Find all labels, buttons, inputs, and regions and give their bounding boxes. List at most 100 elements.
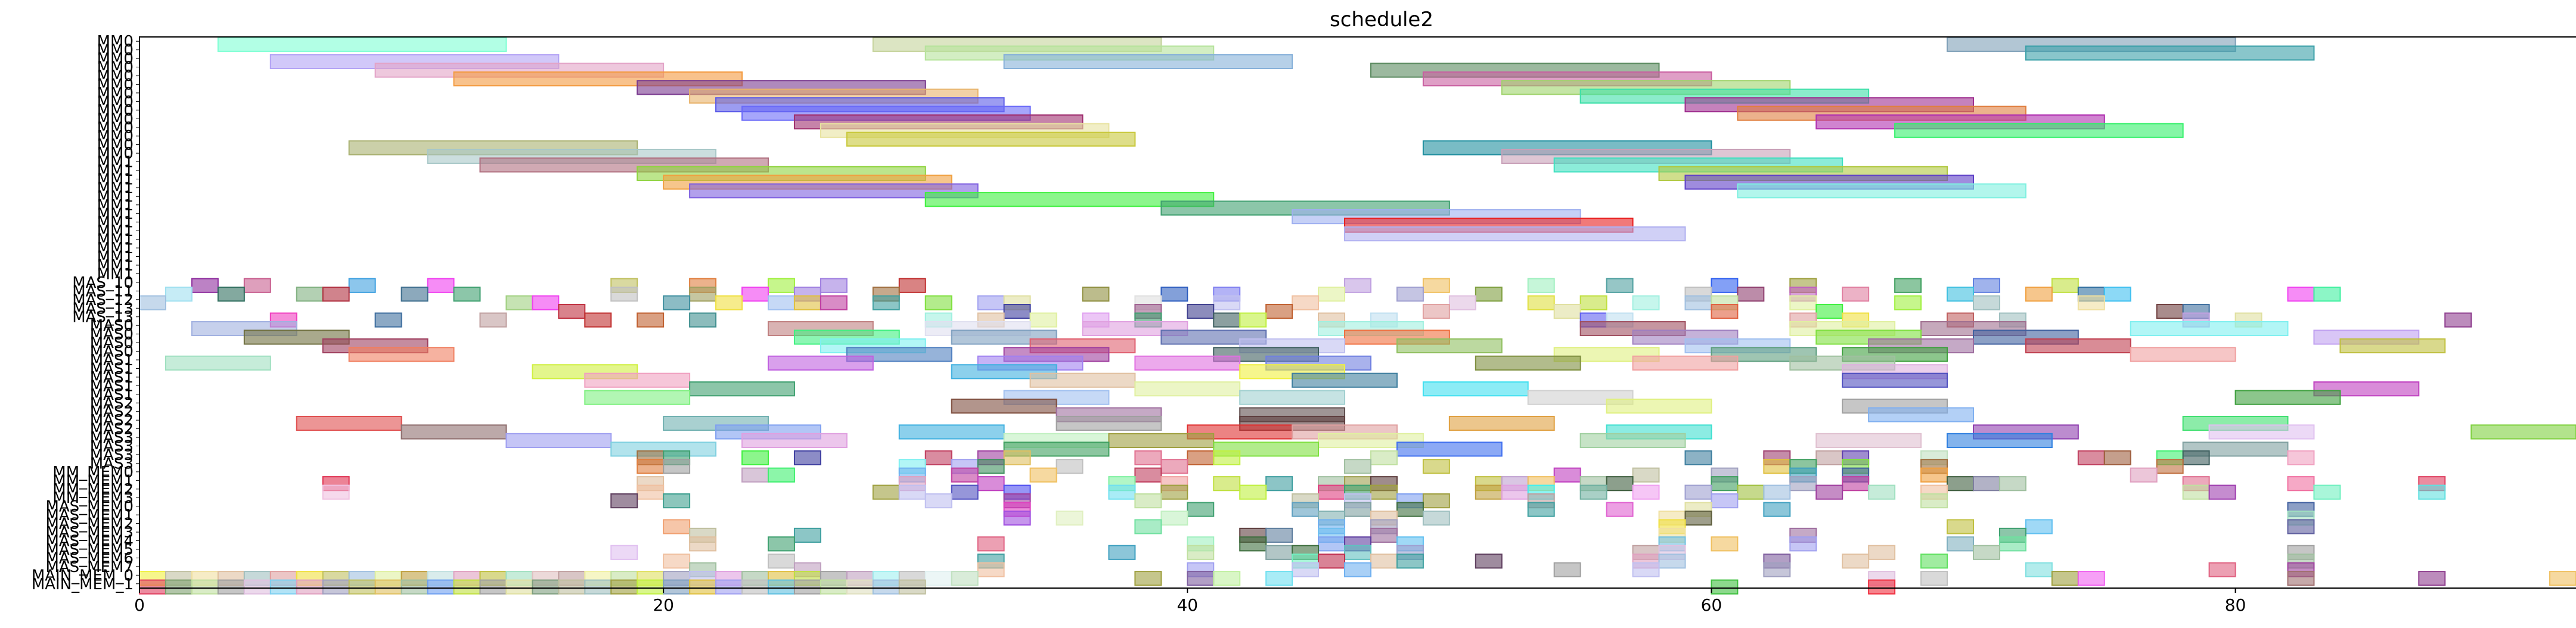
task-bar [2130, 347, 2236, 362]
task-bar [741, 467, 769, 483]
task-bar [1553, 304, 1581, 319]
task-bar [1422, 381, 1529, 397]
task-bar [872, 295, 900, 310]
y-tick-label: MM0 [97, 33, 134, 51]
task-bar [1894, 123, 2184, 138]
task-bar [1606, 399, 1712, 414]
task-bar [846, 579, 874, 595]
task-bar [584, 312, 612, 328]
task-bar [1448, 295, 1476, 310]
task-bar [1396, 442, 1503, 457]
y-tick-label: MM0 [97, 145, 134, 163]
task-bar [505, 295, 533, 310]
task-bar [505, 433, 612, 448]
task-bar [689, 579, 717, 595]
task-bar [924, 450, 952, 465]
y-tick-label: MAS3 [90, 446, 134, 464]
task-bar [532, 295, 560, 310]
task-bar [1160, 484, 1188, 500]
task-bar [348, 579, 376, 595]
task-bar [1579, 484, 1607, 500]
task-bar [2444, 312, 2472, 328]
task-bar [505, 579, 533, 595]
task-bar [1056, 510, 1084, 526]
task-bar [1239, 390, 1346, 405]
task-bar [1370, 527, 1398, 543]
task-bar [1737, 287, 1765, 302]
task-bar [1711, 536, 1739, 552]
task-bar [1056, 459, 1084, 474]
y-tick-label: MM1 [97, 240, 134, 257]
task-bar [296, 415, 402, 431]
task-bar [1527, 502, 1555, 517]
y-tick-label: MM1 [97, 197, 134, 214]
task-bar [663, 519, 691, 534]
task-bar [637, 459, 665, 474]
task-bar [1815, 484, 1843, 500]
task-bar [663, 579, 691, 595]
task-bar [1763, 502, 1791, 517]
task-bar [1318, 484, 1346, 500]
task-bar [1108, 545, 1136, 560]
y-tick-label: MM0 [97, 42, 134, 60]
task-bar [1632, 484, 1660, 500]
y-tick-label: MM_MEM1 [52, 472, 134, 490]
y-tick-label: MAS1 [90, 352, 134, 369]
task-bar [374, 312, 402, 328]
task-bar [898, 278, 926, 293]
task-bar [2025, 45, 2315, 61]
task-bar [1579, 433, 1686, 448]
task-bar [1344, 226, 1686, 242]
task-bar [898, 424, 1005, 440]
task-bar [637, 312, 665, 328]
y-tick-label: MAS0 [90, 317, 134, 335]
task-bar [1003, 510, 1031, 526]
y-tick-label: MAS_10 [72, 274, 134, 292]
task-bar [1972, 295, 2000, 310]
task-bar [1763, 562, 1791, 577]
task-bar [767, 467, 795, 483]
task-bar [1213, 476, 1241, 492]
task-bar [1815, 450, 1843, 465]
task-bar [1920, 571, 1948, 586]
task-bar [2287, 450, 2315, 465]
y-tick-label: MAS2 [90, 421, 134, 439]
task-bar [1684, 510, 1712, 526]
task-bar [1920, 493, 1948, 509]
task-bar [1134, 381, 1241, 397]
task-bar [1972, 278, 2000, 293]
y-tick-label: MAS2 [90, 412, 134, 430]
task-bar [820, 579, 848, 595]
task-bar [401, 287, 429, 302]
task-bar [322, 484, 350, 500]
task-bar [1711, 493, 1739, 509]
task-bar [322, 287, 350, 302]
task-bar [1422, 459, 1450, 474]
task-bar [1606, 476, 1634, 492]
task-bar [2130, 321, 2289, 337]
task-bar [1134, 571, 1162, 586]
task-bar [637, 484, 665, 500]
task-bar [348, 347, 455, 362]
task-bar [977, 295, 1005, 310]
task-bar [951, 467, 979, 483]
task-bar [1894, 295, 1922, 310]
task-bar [2418, 571, 2446, 586]
task-bar [1265, 527, 1293, 543]
task-bar [1292, 372, 1398, 388]
task-bar [584, 579, 612, 595]
y-tick-label: MM0 [97, 119, 134, 137]
task-bar [1239, 536, 1267, 552]
y-tick-label: MM1 [97, 257, 134, 275]
task-bar [1894, 278, 1922, 293]
task-bar [1344, 502, 1371, 517]
task-bar [1711, 579, 1739, 595]
task-bar [269, 579, 297, 595]
task-bar [1134, 467, 1162, 483]
task-bar [1108, 484, 1136, 500]
task-bar [1370, 450, 1398, 465]
task-bar [165, 287, 193, 302]
task-bar [1684, 450, 1712, 465]
task-bar [1003, 304, 1031, 319]
